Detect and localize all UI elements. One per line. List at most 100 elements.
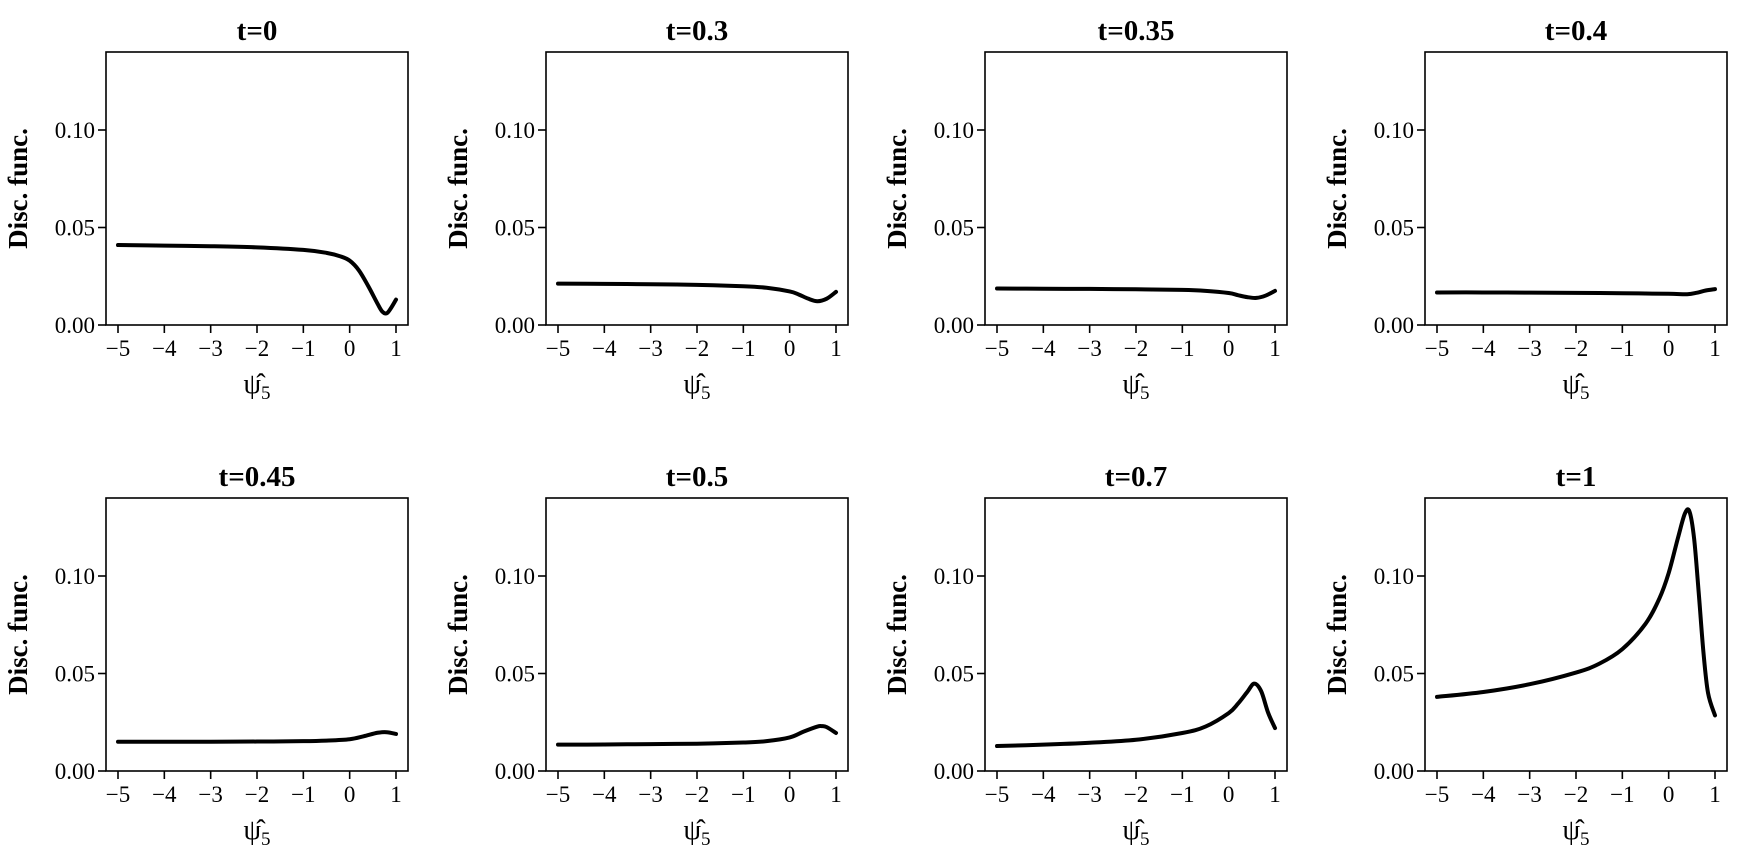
y-axis-label: Disc. func. — [882, 128, 912, 249]
x-tick-label: 1 — [1269, 336, 1281, 361]
x-tick-label: −3 — [1077, 336, 1101, 361]
series-line — [995, 286, 1277, 300]
y-tick-label: 0.00 — [934, 313, 974, 338]
x-tick-label: −3 — [638, 782, 662, 807]
x-tick-label: −2 — [245, 336, 269, 361]
y-axis-label: Disc. func. — [3, 574, 33, 695]
x-tick-label: 0 — [344, 782, 356, 807]
y-tick-label: 0.10 — [934, 118, 974, 143]
series-line — [116, 243, 398, 316]
x-tick-label: −5 — [985, 782, 1009, 807]
x-tick-label: −3 — [1077, 782, 1101, 807]
y-tick-label: 0.10 — [1374, 564, 1414, 589]
x-tick-label: −3 — [198, 782, 222, 807]
series-line — [556, 281, 838, 304]
x-axis-label: ψ̂5 — [1122, 369, 1149, 404]
x-axis-label: ψ̂5 — [243, 369, 270, 404]
x-tick-label: 1 — [830, 336, 842, 361]
x-tick-label: −1 — [1610, 336, 1634, 361]
x-tick-label: 1 — [390, 336, 402, 361]
x-tick-label: 0 — [344, 336, 356, 361]
x-tick-label: −4 — [592, 336, 617, 361]
x-tick-label: −5 — [106, 336, 130, 361]
x-tick-label: −2 — [1124, 782, 1148, 807]
x-tick-label: −5 — [546, 336, 570, 361]
x-tick-label: −5 — [546, 782, 570, 807]
x-tick-label: −4 — [1031, 336, 1056, 361]
x-tick-label: −3 — [198, 336, 222, 361]
x-tick-label: 1 — [1709, 782, 1721, 807]
x-tick-label: −5 — [985, 336, 1009, 361]
panel-5: t=0.45 0.00 0.05 0.10 −5 −4 −3 −2 −1 0 1 Disc. func… — [3, 461, 409, 850]
y-axis-label: Disc. func. — [882, 574, 912, 695]
y-axis-label: Disc. func. — [3, 128, 33, 249]
x-axis-label: ψ̂5 — [1562, 815, 1589, 850]
x-tick-label: 0 — [1663, 782, 1675, 807]
x-tick-label: −5 — [1425, 336, 1449, 361]
panel-title: t=0.4 — [1545, 15, 1607, 47]
x-tick-label: −1 — [291, 336, 315, 361]
y-tick-label: 0.00 — [495, 759, 535, 784]
x-tick-label: −2 — [1564, 336, 1588, 361]
x-tick-label: −1 — [1610, 782, 1634, 807]
y-tick-label: 0.10 — [495, 118, 535, 143]
panel-1: t=0 0.00 0.05 0.10 −5 −4 −3 −2 −1 0 1 Disc. func. ψ̂… — [3, 15, 409, 404]
x-tick-label: −1 — [1170, 782, 1194, 807]
x-tick-label: −3 — [1517, 336, 1541, 361]
y-tick-label: 0.00 — [934, 759, 974, 784]
x-axis-label: ψ̂5 — [683, 369, 710, 404]
x-tick-label: −1 — [291, 782, 315, 807]
x-tick-label: −5 — [1425, 782, 1449, 807]
y-tick-label: 0.05 — [495, 216, 535, 241]
x-tick-label: −4 — [152, 336, 177, 361]
x-tick-label: −1 — [1170, 336, 1194, 361]
x-tick-label: 1 — [1709, 336, 1721, 361]
x-tick-label: 1 — [390, 782, 402, 807]
plot-frame — [1424, 51, 1728, 326]
x-tick-label: −4 — [1031, 782, 1056, 807]
y-axis-label: Disc. func. — [1322, 574, 1352, 695]
panel-title: t=0.5 — [666, 461, 728, 493]
panel-title: t=0.7 — [1105, 461, 1167, 493]
y-tick-label: 0.05 — [934, 662, 974, 687]
y-tick-label: 0.10 — [934, 564, 974, 589]
x-axis-label: ψ̂5 — [243, 815, 270, 850]
plot-frame — [1424, 497, 1728, 772]
panel-title: t=0.45 — [219, 461, 296, 493]
y-tick-label: 0.10 — [495, 564, 535, 589]
panel-title: t=0.3 — [666, 15, 728, 47]
x-tick-label: 0 — [784, 336, 796, 361]
x-tick-label: −4 — [592, 782, 617, 807]
panel-6: t=0.5 0.00 0.05 0.10 −5 −4 −3 −2 −1 0 1 Disc. func.… — [443, 461, 849, 850]
x-tick-label: −1 — [731, 782, 755, 807]
y-tick-label: 0.10 — [55, 118, 95, 143]
series-line — [995, 681, 1277, 749]
panel-2: t=0.3 0.00 0.05 0.10 −5 −4 −3 −2 −1 0 1 Disc. func.… — [443, 15, 849, 404]
series-line — [1435, 287, 1717, 297]
y-tick-label: 0.00 — [1374, 759, 1414, 784]
x-tick-label: 0 — [1663, 336, 1675, 361]
plot-frame — [984, 497, 1288, 772]
x-tick-label: −3 — [638, 336, 662, 361]
panel-3: t=0.35 0.00 0.05 0.10 −5 −4 −3 −2 −1 0 1 Disc. func… — [882, 15, 1288, 404]
x-axis-label: ψ̂5 — [1122, 815, 1149, 850]
y-tick-label: 0.05 — [934, 216, 974, 241]
x-tick-label: −4 — [152, 782, 177, 807]
series-line — [116, 730, 398, 744]
y-tick-label: 0.00 — [55, 759, 95, 784]
x-tick-label: −2 — [1564, 782, 1588, 807]
y-tick-label: 0.05 — [55, 216, 95, 241]
x-tick-label: −1 — [731, 336, 755, 361]
panel-8: t=1 0.00 0.05 0.10 −5 −4 −3 −2 −1 0 1 Disc. func. ψ̂… — [1322, 461, 1728, 850]
panel-4: t=0.4 0.00 0.05 0.10 −5 −4 −3 −2 −1 0 1 Disc. func.… — [1322, 15, 1728, 404]
panel-title: t=1 — [1556, 461, 1597, 493]
x-tick-label: −2 — [685, 336, 709, 361]
x-tick-label: −3 — [1517, 782, 1541, 807]
y-tick-label: 0.05 — [1374, 662, 1414, 687]
y-tick-label: 0.05 — [495, 662, 535, 687]
y-axis-label: Disc. func. — [1322, 128, 1352, 249]
panel-7: t=0.7 0.00 0.05 0.10 −5 −4 −3 −2 −1 0 1 Disc. func.… — [882, 461, 1288, 850]
x-axis-label: ψ̂5 — [683, 815, 710, 850]
y-tick-label: 0.00 — [1374, 313, 1414, 338]
